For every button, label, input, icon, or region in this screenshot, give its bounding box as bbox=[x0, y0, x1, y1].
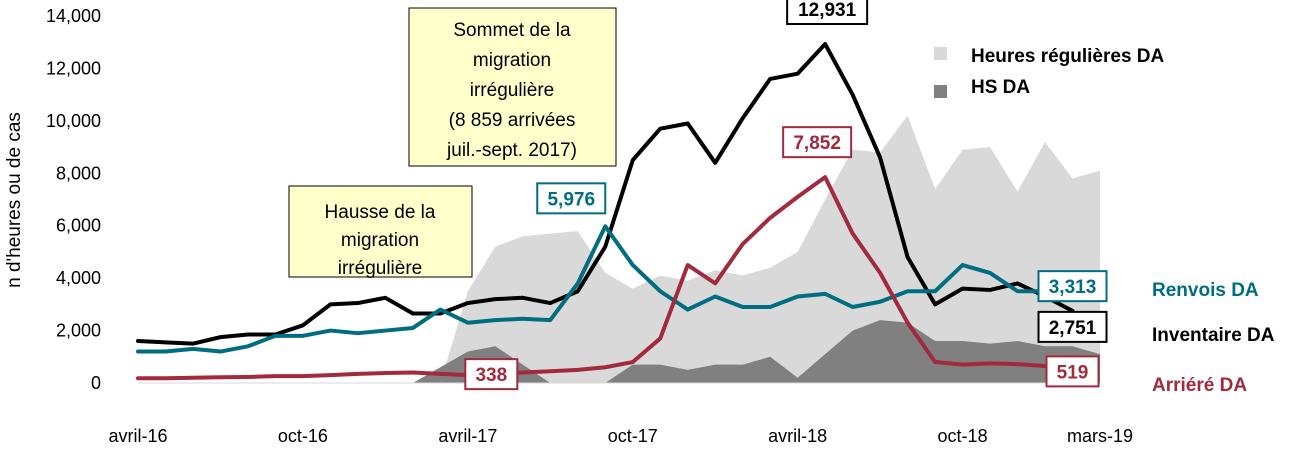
line-inventaire-da bbox=[136, 42, 1075, 346]
callout-5976: 5,976 bbox=[536, 182, 607, 215]
y-axis-ticks: 0 2,000 4,000 6,000 8,000 10,000 12,000 14,000 bbox=[46, 6, 101, 393]
legend-swatch-overtime-hours bbox=[934, 85, 947, 98]
callout-3313: 3,313 bbox=[1037, 270, 1108, 303]
series-labels: Renvois DA Inventaire DA Arriéré DA bbox=[1152, 280, 1275, 396]
x-tick-label: avril-16 bbox=[108, 426, 167, 446]
callout-338: 338 bbox=[464, 358, 519, 391]
y-tick-label: 4,000 bbox=[56, 268, 101, 288]
annotation-line: Sommet de la bbox=[453, 20, 571, 41]
y-tick-label: 10,000 bbox=[46, 111, 101, 131]
callout-value: 3,313 bbox=[1049, 277, 1097, 298]
annotation-line: juil.-sept. 2017) bbox=[446, 140, 577, 161]
annotation-peak-migration: Sommet de la migration irrégulière (8 859 a… bbox=[408, 7, 617, 167]
callout-value: 5,976 bbox=[547, 189, 595, 210]
callout-value: 338 bbox=[475, 365, 507, 386]
x-tick-label: mars-19 bbox=[1067, 426, 1133, 446]
callout-box bbox=[1045, 355, 1100, 388]
annotation-line: Hausse de la bbox=[325, 202, 436, 223]
x-tick-label: avril-17 bbox=[438, 426, 497, 446]
callout-2751: 2,751 bbox=[1037, 310, 1108, 343]
annotation-line: migration bbox=[473, 50, 551, 71]
y-tick-label: 6,000 bbox=[56, 216, 101, 236]
y-tick-label: 0 bbox=[91, 373, 101, 393]
area-series bbox=[138, 115, 1100, 383]
annotation-line: irrégulière bbox=[470, 80, 554, 101]
x-axis-ticks: avril-16 oct-16 avril-17 oct-17 avril-18 oct-… bbox=[108, 426, 1133, 446]
callout-box bbox=[1037, 310, 1108, 343]
y-axis-title: n d'heures ou de cas bbox=[4, 112, 25, 288]
y-tick-label: 8,000 bbox=[56, 163, 101, 183]
annotation-rise-box bbox=[288, 185, 473, 278]
callout-value: 7,852 bbox=[793, 133, 841, 154]
annotation-line: (8 859 arrivées bbox=[449, 110, 576, 131]
series-label-renvois: Renvois DA bbox=[1152, 280, 1259, 301]
callout-box bbox=[782, 126, 853, 159]
y-tick-label: 2,000 bbox=[56, 321, 101, 341]
legend-label-regular-hours: Heures régulières DA bbox=[971, 46, 1165, 67]
callout-value: 2,751 bbox=[1049, 318, 1097, 339]
annotation-line: migration bbox=[341, 230, 419, 251]
series-label-arriere: Arriéré DA bbox=[1152, 375, 1247, 396]
annotation-rising-migration: Hausse de la migration irrégulière bbox=[288, 185, 473, 279]
y-tick-label: 14,000 bbox=[46, 6, 101, 26]
callout-box bbox=[786, 0, 869, 26]
x-tick-label: oct-16 bbox=[278, 426, 328, 446]
annotation-peak-box bbox=[408, 7, 617, 167]
y-tick-label: 12,000 bbox=[46, 58, 101, 78]
legend-swatch-regular-hours bbox=[934, 47, 947, 60]
x-tick-label: avril-18 bbox=[768, 426, 827, 446]
callout-box bbox=[464, 358, 519, 391]
callout-value: 519 bbox=[1057, 362, 1089, 383]
legend-label-overtime-hours: HS DA bbox=[971, 77, 1030, 98]
legend: Heures régulières DA HS DA bbox=[934, 46, 1165, 98]
line-renvois-da bbox=[136, 224, 1075, 354]
callout-519: 519 bbox=[1045, 355, 1100, 388]
line-series bbox=[136, 42, 1075, 381]
series-label-inventaire: Inventaire DA bbox=[1152, 325, 1275, 346]
x-tick-label: oct-18 bbox=[938, 426, 988, 446]
annotation-line: irrégulière bbox=[338, 258, 422, 279]
callout-box bbox=[1037, 270, 1108, 303]
callout-12931: 12,931 bbox=[786, 0, 869, 26]
callout-box bbox=[536, 182, 607, 215]
line-arri-r-da bbox=[136, 175, 1075, 381]
x-tick-label: oct-17 bbox=[608, 426, 658, 446]
area-hs-da bbox=[138, 320, 1100, 383]
data-callouts: 12,931 5,976 7,852 338 3,313 2,751 519 bbox=[464, 0, 1108, 391]
area-heures-r-guli-res-da bbox=[138, 115, 1100, 383]
callout-7852: 7,852 bbox=[782, 126, 853, 159]
callout-value: 12,931 bbox=[798, 0, 857, 21]
